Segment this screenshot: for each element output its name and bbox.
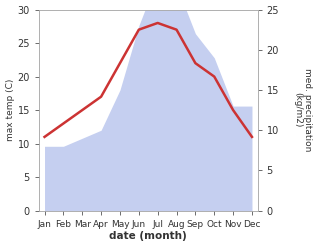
Y-axis label: med. precipitation
(kg/m2): med. precipitation (kg/m2) — [293, 68, 313, 152]
Y-axis label: max temp (C): max temp (C) — [5, 79, 15, 141]
X-axis label: date (month): date (month) — [109, 231, 187, 242]
